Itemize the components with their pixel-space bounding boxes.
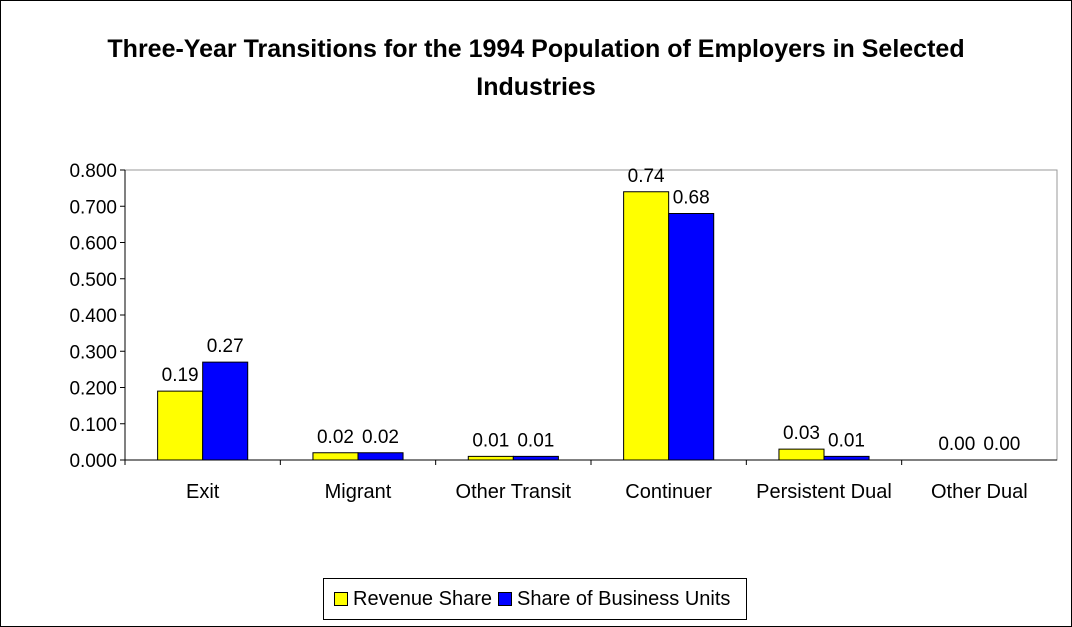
legend-swatch bbox=[334, 592, 348, 606]
bar bbox=[202, 361, 249, 461]
bar bbox=[823, 455, 870, 461]
legend-item: Share of Business Units bbox=[497, 587, 731, 611]
y-tick-label: 0.600 bbox=[69, 234, 117, 255]
chart-title: Three-Year Transitions for the 1994 Popu… bbox=[107, 35, 965, 101]
bar bbox=[668, 213, 715, 461]
bar bbox=[512, 455, 559, 461]
data-label: 0.02 bbox=[317, 427, 354, 448]
data-label: 0.27 bbox=[207, 336, 244, 357]
legend-swatch bbox=[497, 592, 512, 606]
y-tick-label: 0.400 bbox=[69, 306, 117, 327]
data-label: 0.00 bbox=[938, 434, 975, 455]
data-label: 0.01 bbox=[828, 430, 865, 451]
y-tick-label: 0.700 bbox=[69, 197, 117, 218]
bar bbox=[357, 452, 404, 461]
bar bbox=[312, 452, 359, 461]
data-label: 0.68 bbox=[673, 188, 710, 209]
y-tick-label: 0.200 bbox=[69, 379, 117, 400]
x-tick-label: Other Transit bbox=[455, 481, 572, 503]
data-label: 0.03 bbox=[783, 423, 820, 444]
y-tick-label: 0.800 bbox=[69, 161, 117, 182]
x-tick-label: Migrant bbox=[324, 481, 392, 503]
legend: Revenue Share Share of Business Units bbox=[323, 578, 748, 620]
y-tick-label: 0.500 bbox=[69, 270, 117, 291]
x-tick-label: Continuer bbox=[625, 481, 713, 503]
data-label: 0.00 bbox=[983, 434, 1020, 455]
y-tick-label: 0.100 bbox=[69, 415, 117, 436]
data-label: 0.02 bbox=[362, 427, 399, 448]
bar bbox=[157, 390, 204, 461]
data-label: 0.01 bbox=[472, 430, 509, 451]
x-tick-label: Persistent Dual bbox=[756, 481, 892, 503]
bar bbox=[778, 448, 825, 461]
data-label: 0.19 bbox=[162, 365, 199, 386]
bar bbox=[623, 191, 670, 461]
legend-item: Revenue Share bbox=[334, 588, 492, 611]
x-tick-label: Exit bbox=[185, 481, 220, 503]
legend-label: Share of Business Units bbox=[516, 587, 731, 610]
y-tick-label: 0.300 bbox=[69, 342, 117, 363]
y-tick-label: 0.000 bbox=[69, 451, 117, 472]
legend-label: Revenue Share bbox=[353, 587, 492, 610]
bar bbox=[467, 455, 514, 461]
x-tick-label: Other Dual bbox=[930, 481, 1028, 503]
data-label: 0.74 bbox=[628, 166, 665, 187]
plot-area bbox=[124, 169, 1058, 461]
data-label: 0.01 bbox=[517, 430, 554, 451]
